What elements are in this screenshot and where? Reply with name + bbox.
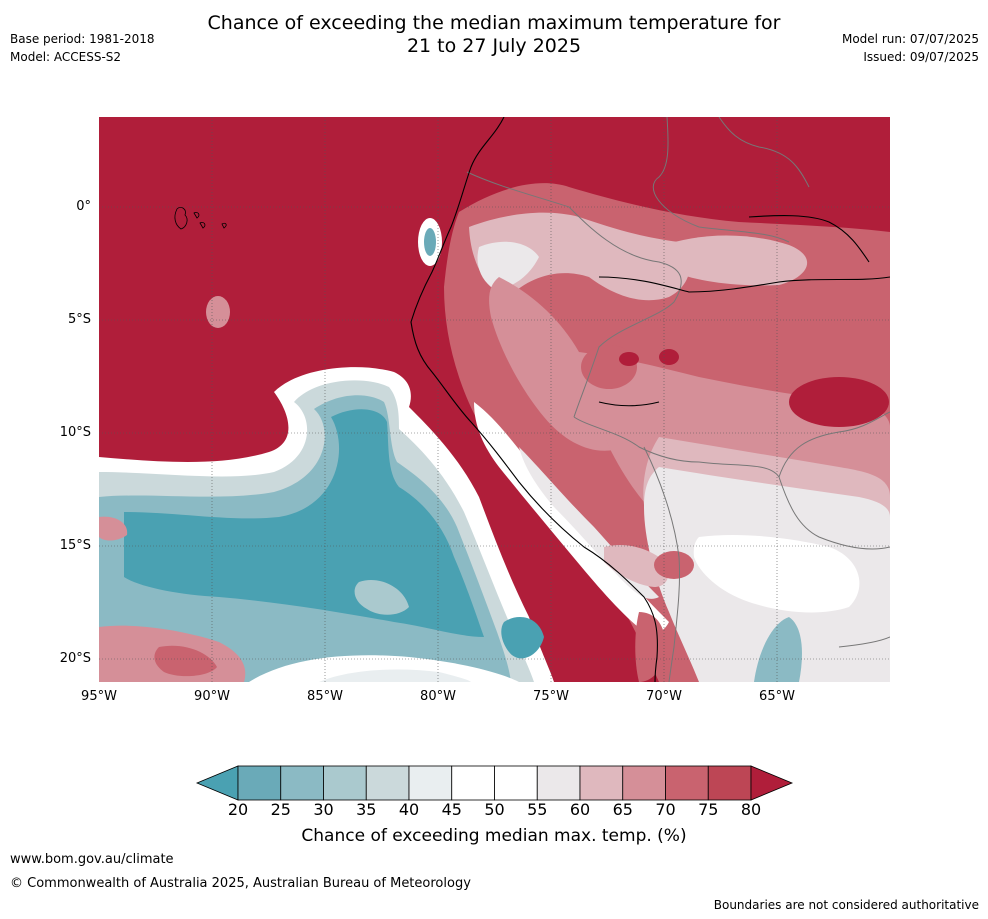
- colorbar-tick-label: 65: [612, 800, 633, 819]
- colorbar-tick-label: 55: [527, 800, 548, 819]
- region-andes-pink: [489, 277, 624, 451]
- lon-label-70w: 70°W: [646, 689, 682, 704]
- lon-label-95w: 95°W: [81, 689, 117, 704]
- colorbar-tick-label: 50: [484, 800, 505, 819]
- lat-label-0: 0°: [76, 199, 91, 214]
- colorbar-cell: [622, 765, 666, 801]
- region-light-south: [319, 669, 471, 682]
- model-run-date: Model run: 07/07/2025: [841, 32, 979, 46]
- colorbar-tick-label: 80: [740, 800, 762, 819]
- colorbar: [195, 765, 794, 801]
- country-boundaries: [466, 117, 890, 682]
- lon-label-80w: 80°W: [420, 689, 456, 704]
- region-coastal-pink: [604, 545, 669, 587]
- region-east-dark-red: [789, 377, 889, 427]
- page-title: Chance of exceeding the median maximum t…: [0, 12, 988, 58]
- lon-label-85w: 85°W: [307, 689, 343, 704]
- boundaries-disclaimer: Boundaries are not considered authoritat…: [713, 898, 979, 912]
- title-line-1: Chance of exceeding the median maximum t…: [207, 12, 781, 34]
- region-central-dark-red-2: [659, 349, 679, 365]
- colorbar-cell: [451, 765, 495, 801]
- region-blue-patch-southeast: [754, 617, 802, 682]
- region-mid-blue-patch: [354, 579, 409, 615]
- lon-label-75w: 75°W: [533, 689, 569, 704]
- region-pink-west-edge: [99, 516, 128, 541]
- colorbar-tick-label: 70: [655, 800, 676, 819]
- galapagos-islands: [174, 207, 227, 230]
- forecast-map: [99, 117, 890, 682]
- coastlines: [410, 117, 890, 682]
- title-line-2: 21 to 27 July 2025: [406, 35, 582, 57]
- region-central-red: [581, 345, 637, 389]
- colorbar-cell: [536, 765, 581, 801]
- colorbar-cell: [280, 765, 324, 801]
- colorbar-tick-label: 75: [698, 800, 719, 819]
- copyright-notice: © Commonwealth of Australia 2025, Austra…: [10, 876, 471, 891]
- colorbar-tick-label: 25: [270, 800, 291, 819]
- colorbar-label: Chance of exceeding median max. temp. (%…: [301, 826, 687, 846]
- base-period: Base period: 1981-2018: [10, 32, 155, 46]
- colorbar-extend-high: [750, 765, 794, 801]
- region-low-chance: [124, 409, 484, 637]
- lat-label-10s: 10°S: [59, 425, 91, 440]
- colorbar-cell: [323, 765, 367, 801]
- colorbar-cell: [707, 765, 752, 801]
- region-amazon-pink: [657, 235, 808, 286]
- colorbar-cell: [579, 765, 624, 801]
- region-north-pink: [469, 212, 690, 301]
- lat-label-15s: 15°S: [59, 538, 91, 553]
- lat-label-5s: 5°S: [67, 312, 91, 327]
- region-chile-red: [635, 612, 666, 682]
- colorbar-cell: [665, 765, 709, 801]
- colorbar-cell: [408, 765, 453, 801]
- region-southeast-white: [693, 535, 860, 613]
- colorbar-cell: [494, 765, 538, 801]
- graticule: [99, 117, 890, 682]
- lon-label-65w: 65°W: [759, 689, 795, 704]
- issued-date: Issued: 09/07/2025: [863, 50, 979, 64]
- region-gulf-blue: [424, 228, 436, 256]
- colorbar-tick-label: 30: [313, 800, 334, 819]
- colorbar-tick-label: 60: [569, 800, 591, 819]
- region-central-dark-red: [619, 352, 639, 366]
- region-blue-patch-south: [501, 617, 544, 659]
- model-name: Model: ACCESS-S2: [10, 50, 122, 64]
- colorbar-cell: [237, 765, 282, 801]
- lon-label-90w: 90°W: [194, 689, 230, 704]
- colorbar-tick-label: 40: [398, 800, 420, 819]
- website-link[interactable]: www.bom.gov.au/climate: [10, 852, 174, 867]
- colorbar-cell: [365, 765, 410, 801]
- region-north-grey: [477, 241, 539, 288]
- region-red-patch-southwest: [154, 645, 217, 677]
- colorbar-tick-label: 20: [227, 800, 249, 819]
- region-titicaca-red: [654, 551, 694, 579]
- colorbar-tick-label: 35: [356, 800, 377, 819]
- colorbar-tick-label: 45: [441, 800, 462, 819]
- lat-label-20s: 20°S: [59, 651, 91, 666]
- region-pink-spot-west: [206, 296, 230, 328]
- map-canvas: [99, 117, 890, 682]
- colorbar-extend-low: [195, 765, 239, 801]
